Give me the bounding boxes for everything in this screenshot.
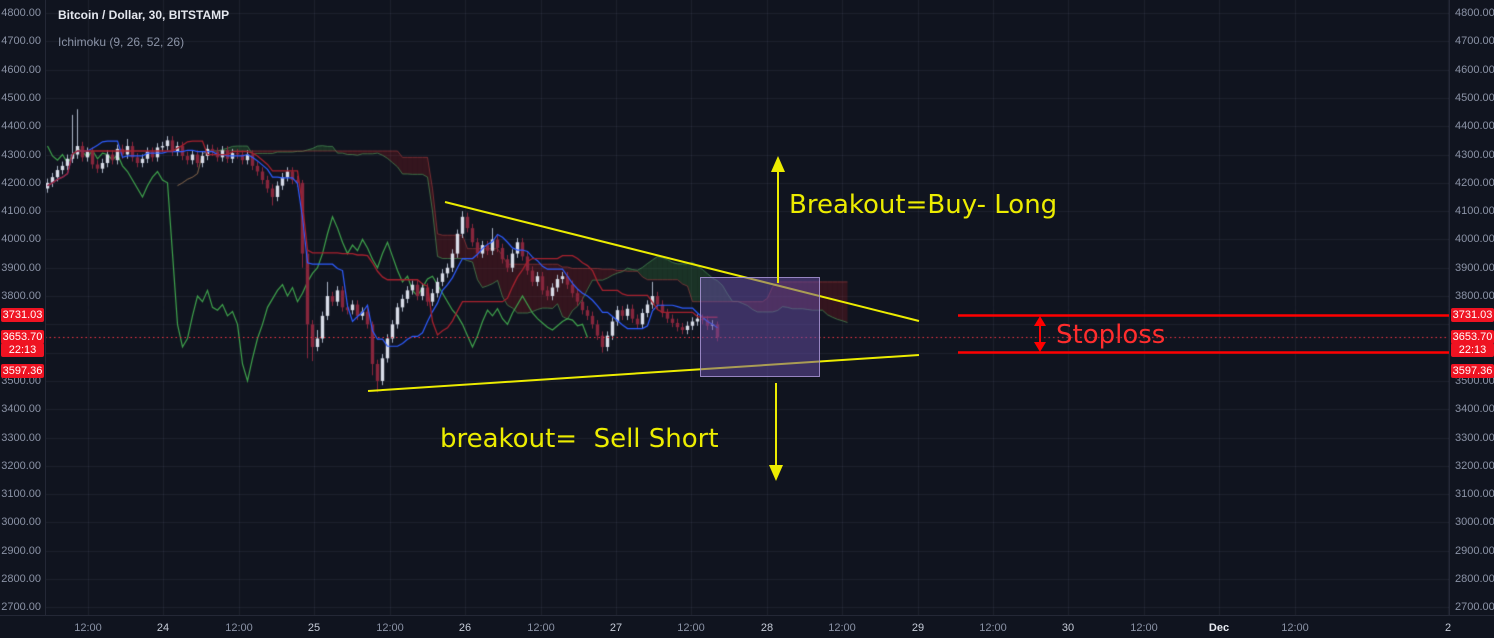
time-tick-label: 12:00 <box>376 622 404 634</box>
price-badge: 3597.36 <box>1451 364 1494 378</box>
time-tick-label: 12:00 <box>979 622 1007 634</box>
candlestick-chart-canvas[interactable] <box>45 0 1449 615</box>
time-tick-label: Dec <box>1208 622 1230 634</box>
time-tick-label: 12:00 <box>1130 622 1158 634</box>
time-tick-label: 12:00 <box>74 622 102 634</box>
time-tick-label: 29 <box>911 622 925 634</box>
time-tick-label: 26 <box>458 622 472 634</box>
chart-legend: Bitcoin / Dollar, 30, BITSTAMP Ichimoku … <box>58 8 229 49</box>
time-tick-label: 2 <box>1444 622 1452 634</box>
price-tick-label: 2800.00 <box>1 573 41 586</box>
price-tick-label: 4400.00 <box>1455 120 1494 133</box>
price-axis-left[interactable]: 4800.00 4700.00 4600.00 4500.00 4400.00 4300.… <box>0 0 46 615</box>
price-tick-label: 4500.00 <box>1455 91 1494 104</box>
price-badge: 3731.03 <box>1451 308 1494 322</box>
price-tick-label: 3100.00 <box>1 488 41 501</box>
breakout-short-label[interactable]: breakout= Sell Short <box>440 424 719 454</box>
price-tick-label: 4000.00 <box>1455 233 1494 246</box>
time-tick-label: 25 <box>307 622 321 634</box>
time-tick-label: 12:00 <box>677 622 705 634</box>
price-tick-label: 3800.00 <box>1 290 41 303</box>
price-tick-label: 2700.00 <box>1 601 41 614</box>
price-tick-label: 2900.00 <box>1 544 41 557</box>
time-tick-label: 12:00 <box>828 622 856 634</box>
price-axis-right[interactable]: 4800.00 4700.00 4600.00 4500.00 4400.00 4300.… <box>1449 0 1494 615</box>
indicator-title[interactable]: Ichimoku (9, 26, 52, 26) <box>58 35 185 49</box>
price-tick-label: 3000.00 <box>1455 516 1494 529</box>
price-tick-label: 2900.00 <box>1455 544 1494 557</box>
price-tick-label: 3100.00 <box>1455 488 1494 501</box>
price-tick-label: 4200.00 <box>1455 176 1494 189</box>
symbol-title[interactable]: Bitcoin / Dollar, 30, BITSTAMP <box>58 8 230 22</box>
price-tick-label: 4600.00 <box>1455 63 1494 76</box>
price-tick-label: 3300.00 <box>1455 431 1494 444</box>
price-tick-label: 4700.00 <box>1455 35 1494 48</box>
price-tick-label: 4200.00 <box>1 176 41 189</box>
price-tick-label: 3800.00 <box>1455 290 1494 303</box>
time-tick-label: 27 <box>609 622 623 634</box>
price-tick-label: 4500.00 <box>1 91 41 104</box>
time-tick-label: 30 <box>1061 622 1075 634</box>
price-tick-label: 4600.00 <box>1 63 41 76</box>
price-badge: 3653.70 <box>1451 330 1494 344</box>
price-tick-label: 3200.00 <box>1 459 41 472</box>
time-tick-label: 24 <box>156 622 170 634</box>
time-tick-label: 12:00 <box>225 622 253 634</box>
price-tick-label: 3900.00 <box>1455 261 1494 274</box>
price-tick-label: 3400.00 <box>1455 403 1494 416</box>
price-tick-label: 3400.00 <box>1 403 41 416</box>
price-tick-label: 2700.00 <box>1455 601 1494 614</box>
countdown-badge: 22:13 <box>1 343 44 357</box>
countdown-badge: 22:13 <box>1451 343 1494 357</box>
price-tick-label: 4700.00 <box>1 35 41 48</box>
price-tick-label: 4400.00 <box>1 120 41 133</box>
time-tick-label: 28 <box>760 622 774 634</box>
price-badge: 3731.03 <box>1 308 44 322</box>
price-tick-label: 4100.00 <box>1455 205 1494 218</box>
price-tick-label: 4300.00 <box>1455 148 1494 161</box>
price-tick-label: 2800.00 <box>1455 573 1494 586</box>
stoploss-label[interactable]: Stoploss <box>1056 320 1166 350</box>
price-tick-label: 4100.00 <box>1 205 41 218</box>
price-tick-label: 3900.00 <box>1 261 41 274</box>
price-tick-label: 3200.00 <box>1455 459 1494 472</box>
time-tick-label: 12:00 <box>1281 622 1309 634</box>
breakout-long-label[interactable]: Breakout=Buy- Long <box>789 190 1058 220</box>
time-axis[interactable]: 12:00 24 12:00 25 12:00 26 12:00 27 12:00 28 12:00… <box>0 615 1494 638</box>
price-badge: 3653.70 <box>1 330 44 344</box>
price-tick-label: 4800.00 <box>1455 7 1494 20</box>
time-tick-label: 12:00 <box>527 622 555 634</box>
price-tick-label: 4300.00 <box>1 148 41 161</box>
price-tick-label: 3000.00 <box>1 516 41 529</box>
price-tick-label: 4800.00 <box>1 7 41 20</box>
price-tick-label: 3300.00 <box>1 431 41 444</box>
price-tick-label: 4000.00 <box>1 233 41 246</box>
price-badge: 3597.36 <box>1 364 44 378</box>
